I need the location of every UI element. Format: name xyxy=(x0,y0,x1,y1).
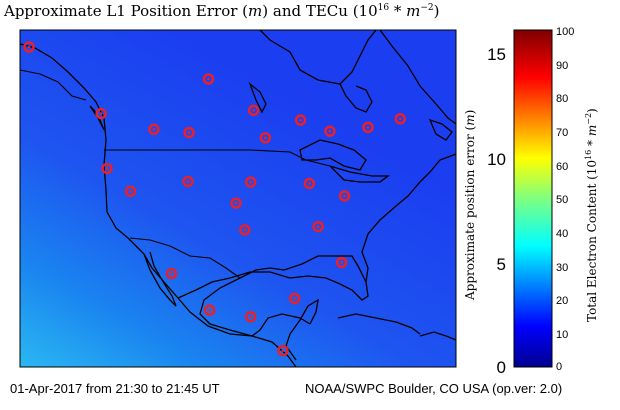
station-marker xyxy=(324,125,336,137)
station-marker-center xyxy=(129,190,132,193)
map-frame xyxy=(19,29,457,368)
great-lakes-south xyxy=(329,165,390,183)
error-axis-tick: 10 xyxy=(487,150,506,169)
station-marker-center xyxy=(152,127,156,131)
station-marker xyxy=(362,121,374,134)
station-marker-center xyxy=(243,228,247,232)
station-marker-center xyxy=(249,315,252,318)
station-marker-center xyxy=(366,126,370,129)
tec-tick: 40 xyxy=(556,228,569,240)
station-marker-center xyxy=(99,112,103,115)
baja-california xyxy=(143,251,177,307)
tec-colorbar-label: Total Electron Content (1016 * m−2) xyxy=(584,108,599,322)
station-marker-center xyxy=(234,201,238,205)
station-marker xyxy=(230,197,242,209)
station-marker xyxy=(203,304,216,316)
station-marker xyxy=(247,104,260,117)
station-marker-center xyxy=(316,225,320,228)
hispaniola xyxy=(419,331,456,341)
figure-title: Approximate L1 Position Error (m) and TE… xyxy=(4,2,440,20)
james-bay xyxy=(339,83,373,113)
error-axis-tick: 5 xyxy=(496,255,506,274)
station-marker xyxy=(244,310,257,323)
station-marker-center xyxy=(252,109,255,112)
station-marker-center xyxy=(170,272,173,275)
error-axis-label: Approximate position error (m) xyxy=(463,109,477,300)
station-marker xyxy=(124,185,137,198)
station-marker xyxy=(288,292,301,305)
station-marker xyxy=(183,126,195,139)
station-marker xyxy=(239,224,251,236)
station-marker-center xyxy=(186,180,190,183)
station-marker xyxy=(338,190,351,202)
station-marker xyxy=(294,114,307,126)
station-marker xyxy=(182,175,194,188)
tec-tick: 90 xyxy=(556,60,569,72)
great-lakes-north xyxy=(299,139,367,171)
labrador xyxy=(379,30,456,125)
station-marker-center xyxy=(105,167,109,170)
coastlines xyxy=(20,30,456,367)
station-marker-center xyxy=(208,308,211,312)
station-marker xyxy=(303,177,316,190)
tec-colorbar xyxy=(513,29,553,368)
tec-tick: 50 xyxy=(556,194,569,206)
yucatan xyxy=(285,298,319,361)
tec-tick: 80 xyxy=(556,93,569,105)
station-marker xyxy=(277,344,289,357)
station-marker xyxy=(312,220,324,233)
atlantic-coastline xyxy=(361,153,456,283)
cuba xyxy=(337,313,421,335)
station-marker-center xyxy=(281,349,285,352)
station-marker xyxy=(259,132,272,144)
station-marker xyxy=(394,113,407,125)
tec-tick: 60 xyxy=(556,161,569,173)
station-marker-center xyxy=(328,129,332,133)
us-canada-border xyxy=(104,149,331,167)
station-marker xyxy=(148,123,160,136)
station-marker-center xyxy=(249,180,252,184)
time-range-caption: 01-Apr-2017 from 21:30 to 21:45 UT xyxy=(10,381,220,396)
us-mexico-border xyxy=(129,237,241,279)
station-marker-center xyxy=(398,117,402,121)
error-axis-tick: 0 xyxy=(496,358,506,377)
station-marker-center xyxy=(293,297,296,300)
source-caption: NOAA/SWPC Boulder, CO USA (op.ver: 2.0) xyxy=(305,381,563,396)
error-axis-tick: 15 xyxy=(487,45,506,64)
station-marker xyxy=(244,176,257,188)
tec-tick: 0 xyxy=(556,361,563,373)
station-marker xyxy=(101,162,113,175)
lake-winnipeg xyxy=(248,82,267,114)
station-marker-center xyxy=(187,131,191,134)
newfoundland xyxy=(428,118,453,141)
tec-tick: 10 xyxy=(556,329,569,341)
country-borders xyxy=(20,69,331,279)
station-marker xyxy=(95,107,107,120)
station-marker-center xyxy=(299,118,302,122)
tec-tick: 30 xyxy=(556,262,569,274)
station-marker-center xyxy=(308,182,311,185)
station-marker-center xyxy=(264,136,267,140)
station-markers xyxy=(23,41,407,357)
hudson-bay xyxy=(259,30,377,85)
pacific-coastline xyxy=(20,43,297,367)
tec-tick: 70 xyxy=(556,127,569,139)
station-marker-center xyxy=(27,45,31,49)
station-marker xyxy=(165,267,178,280)
alaska-border xyxy=(20,69,87,101)
gulf-of-mexico xyxy=(177,255,369,337)
station-marker-center xyxy=(340,261,343,264)
station-marker-center xyxy=(343,194,346,198)
station-marker xyxy=(23,41,35,53)
tec-tick: 100 xyxy=(556,26,575,38)
station-marker-center xyxy=(207,77,210,81)
tec-tick: 20 xyxy=(556,295,569,307)
station-marker xyxy=(202,73,215,85)
station-marker xyxy=(335,256,348,269)
